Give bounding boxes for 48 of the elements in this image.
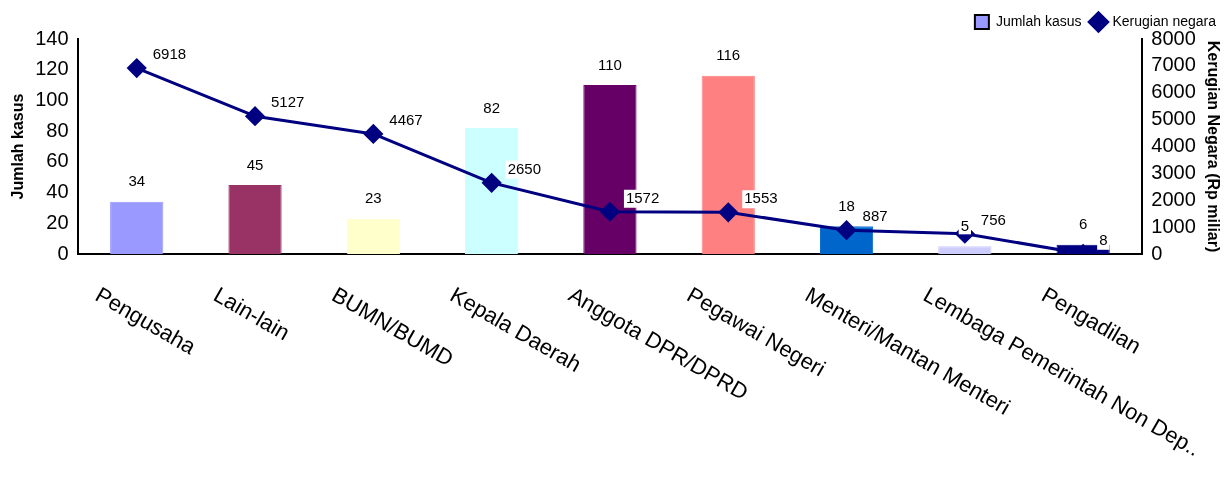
data-label: 110 [597,55,622,73]
data-label: 756 [980,210,1006,228]
data-label: 18 [838,197,855,214]
data-label: 5 [960,216,970,234]
y-tick-label: 60 [46,149,69,172]
data-label: 8 [1099,230,1108,248]
data-label: 2650 [507,159,542,177]
data-label: 5127 [271,93,305,111]
bar [938,246,992,254]
bar [110,201,164,254]
bar [346,218,400,254]
y-tick-label: 0 [57,241,69,264]
data-label: 1572 [625,188,660,206]
point [363,124,383,144]
y2-tick-label: 4000 [1151,134,1196,157]
point [245,106,265,126]
data-label: 45 [246,155,264,173]
data-label: 1553 [744,189,778,207]
y-tick-label: 20 [46,210,69,233]
data-label: 82 [483,98,500,116]
point [127,58,147,78]
legend-label: Jumlah kasus [995,12,1082,29]
data-label: 34 [128,172,146,190]
y-axis-title: Jumlah kasus [9,93,27,200]
y2-tick-label: 0 [1151,241,1163,264]
y2-tick-label: 7000 [1151,53,1196,76]
data-label: 23 [364,189,382,207]
data-label: 6918 [152,45,187,63]
bar [228,184,282,254]
y2-axis-title: Kerugian Negara (Rp miliar) [1204,40,1222,253]
y2-tick-label: 3000 [1151,160,1196,183]
y-tick-label: 80 [46,118,69,141]
y-tick-label: 140 [35,26,69,49]
point [718,202,738,222]
y-tick-label: 100 [35,87,69,110]
y2-tick-label: 1000 [1151,214,1196,237]
data-label: 6 [1078,215,1088,233]
point [837,220,857,240]
y-tick-label: 40 [46,180,69,203]
point [482,173,502,193]
data-label: 887 [862,207,888,225]
data-label: 116 [716,46,741,64]
y2-tick-label: 5000 [1151,107,1196,130]
y-tick-label: 120 [35,57,69,80]
y2-tick-label: 6000 [1151,80,1196,103]
y2-tick-label: 2000 [1151,187,1196,210]
point [600,202,620,222]
data-label: 4467 [389,111,423,129]
